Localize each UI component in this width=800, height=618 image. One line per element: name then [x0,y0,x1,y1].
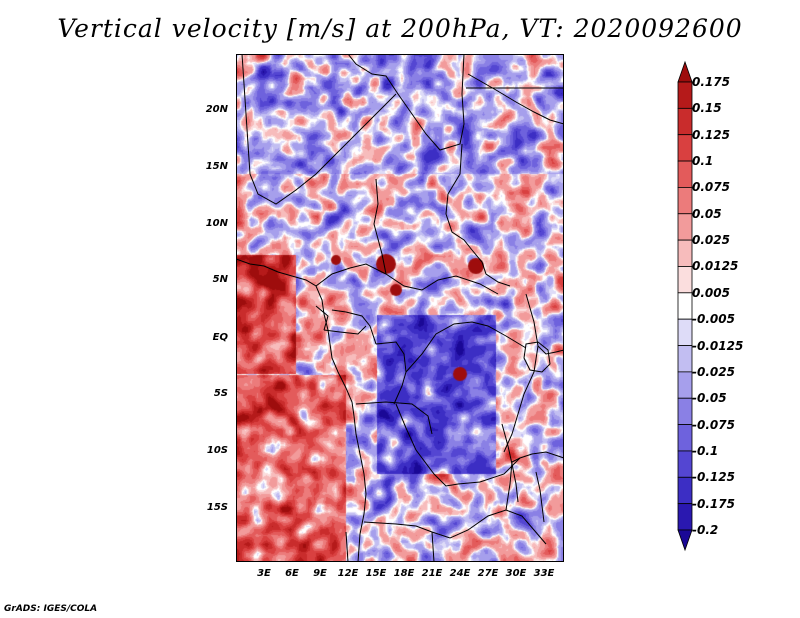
colorbar-tick-label: 0.075 [692,180,730,195]
colorbar-min-arrow [677,529,693,552]
map-panel [236,54,564,562]
colorbar-tick-label: -0.175 [692,496,735,511]
map-frame [236,54,564,562]
country-borders [236,54,564,562]
lon-label-30e: 30E [505,568,527,579]
colorbar-bin [677,503,693,531]
colorbar-bin [677,318,693,346]
colorbar-bin [677,134,693,162]
border-8 [405,321,527,373]
border-12 [395,403,521,487]
grads-credit: GrADS: IGES/COLA [4,604,98,614]
lat-label-5n: 5N [212,274,228,285]
lon-label-33e: 33E [533,568,555,579]
border-2 [347,54,465,151]
colorbar-tick-label: -0.025 [692,364,735,379]
lat-label-10n: 10N [205,218,228,229]
colorbar-bin [677,476,693,505]
colorbar [677,60,693,552]
colorbar-bin [677,239,693,267]
lat-label-15s: 15S [206,502,228,513]
border-10 [503,345,539,453]
border-15 [431,531,435,562]
lon-label-27e: 27E [477,568,499,579]
border-20 [323,325,367,335]
map-title: Vertical velocity [m/s] at 200hPa, VT: 2… [57,14,743,43]
colorbar-tick-label: 0.005 [692,285,730,300]
colorbar-tick-label: 0.175 [692,75,730,89]
lon-label-9e: 9E [313,568,327,579]
lake-victoria [523,341,551,373]
border-9 [525,293,564,355]
colorbar-bin [677,107,693,136]
colorbar-tick-label: -0.075 [692,417,735,432]
lat-label-10s: 10S [206,445,228,456]
lat-label-15n: 15N [205,161,228,172]
colorbar-tick-label: -0.05 [692,391,727,406]
colorbar-tick-label: -0.0125 [692,338,744,353]
colorbar-bin [677,213,693,241]
colorbar-bin [677,187,693,215]
border-16 [505,451,564,511]
lon-label-18e: 18E [393,568,415,579]
colorbar-tick-label: 0.1 [692,154,714,169]
lat-label-eq: EQ [212,332,228,343]
colorbar-max-arrow [677,60,693,83]
border-17 [467,73,564,125]
border-3 [373,178,387,275]
colorbar-tick-label: 0.125 [692,127,730,142]
border-14 [345,531,349,562]
colorbar-bin [677,397,693,425]
border-11 [355,401,433,435]
lon-label-24e: 24E [449,568,471,579]
lon-label-6e: 6E [285,568,299,579]
border-19 [315,305,329,331]
vertical-velocity-field [236,54,564,562]
colorbar-tick-label: -0.125 [692,470,735,485]
colorbar-tick-label: -0.1 [692,443,719,458]
colorbar-bin [677,292,693,320]
lat-label-20n: 20N [205,104,228,115]
lake-tanganyika [501,423,519,503]
border-7 [375,341,407,405]
colorbar-bin [677,345,693,373]
colorbar-tick-label: 0.05 [692,206,722,221]
colorbar-bin [677,160,693,188]
colorbar-tick-label: 0.025 [692,233,730,248]
colorbar-tick-label: 0.0125 [692,259,739,274]
lon-label-3e: 3E [257,568,271,579]
lon-label-12e: 12E [337,568,359,579]
lon-label-21e: 21E [421,568,443,579]
coastline-west [236,258,367,562]
colorbar-bin [677,424,693,452]
lat-label-5s: 5S [213,388,228,399]
colorbar-tick-label: -0.2 [692,523,719,537]
border-13 [363,509,547,545]
border-1 [241,54,397,205]
colorbar-bin [677,81,693,109]
lake-malawi [535,471,545,523]
colorbar-bin [677,371,693,399]
colorbar-tick-label: -0.005 [692,312,735,327]
border-5 [315,263,499,295]
colorbar-bin [677,266,693,294]
colorbar-tick-label: 0.15 [692,101,722,116]
colorbar-bin [677,450,693,478]
border-6 [331,309,377,345]
border-4 [445,143,511,287]
lon-label-15e: 15E [365,568,387,579]
